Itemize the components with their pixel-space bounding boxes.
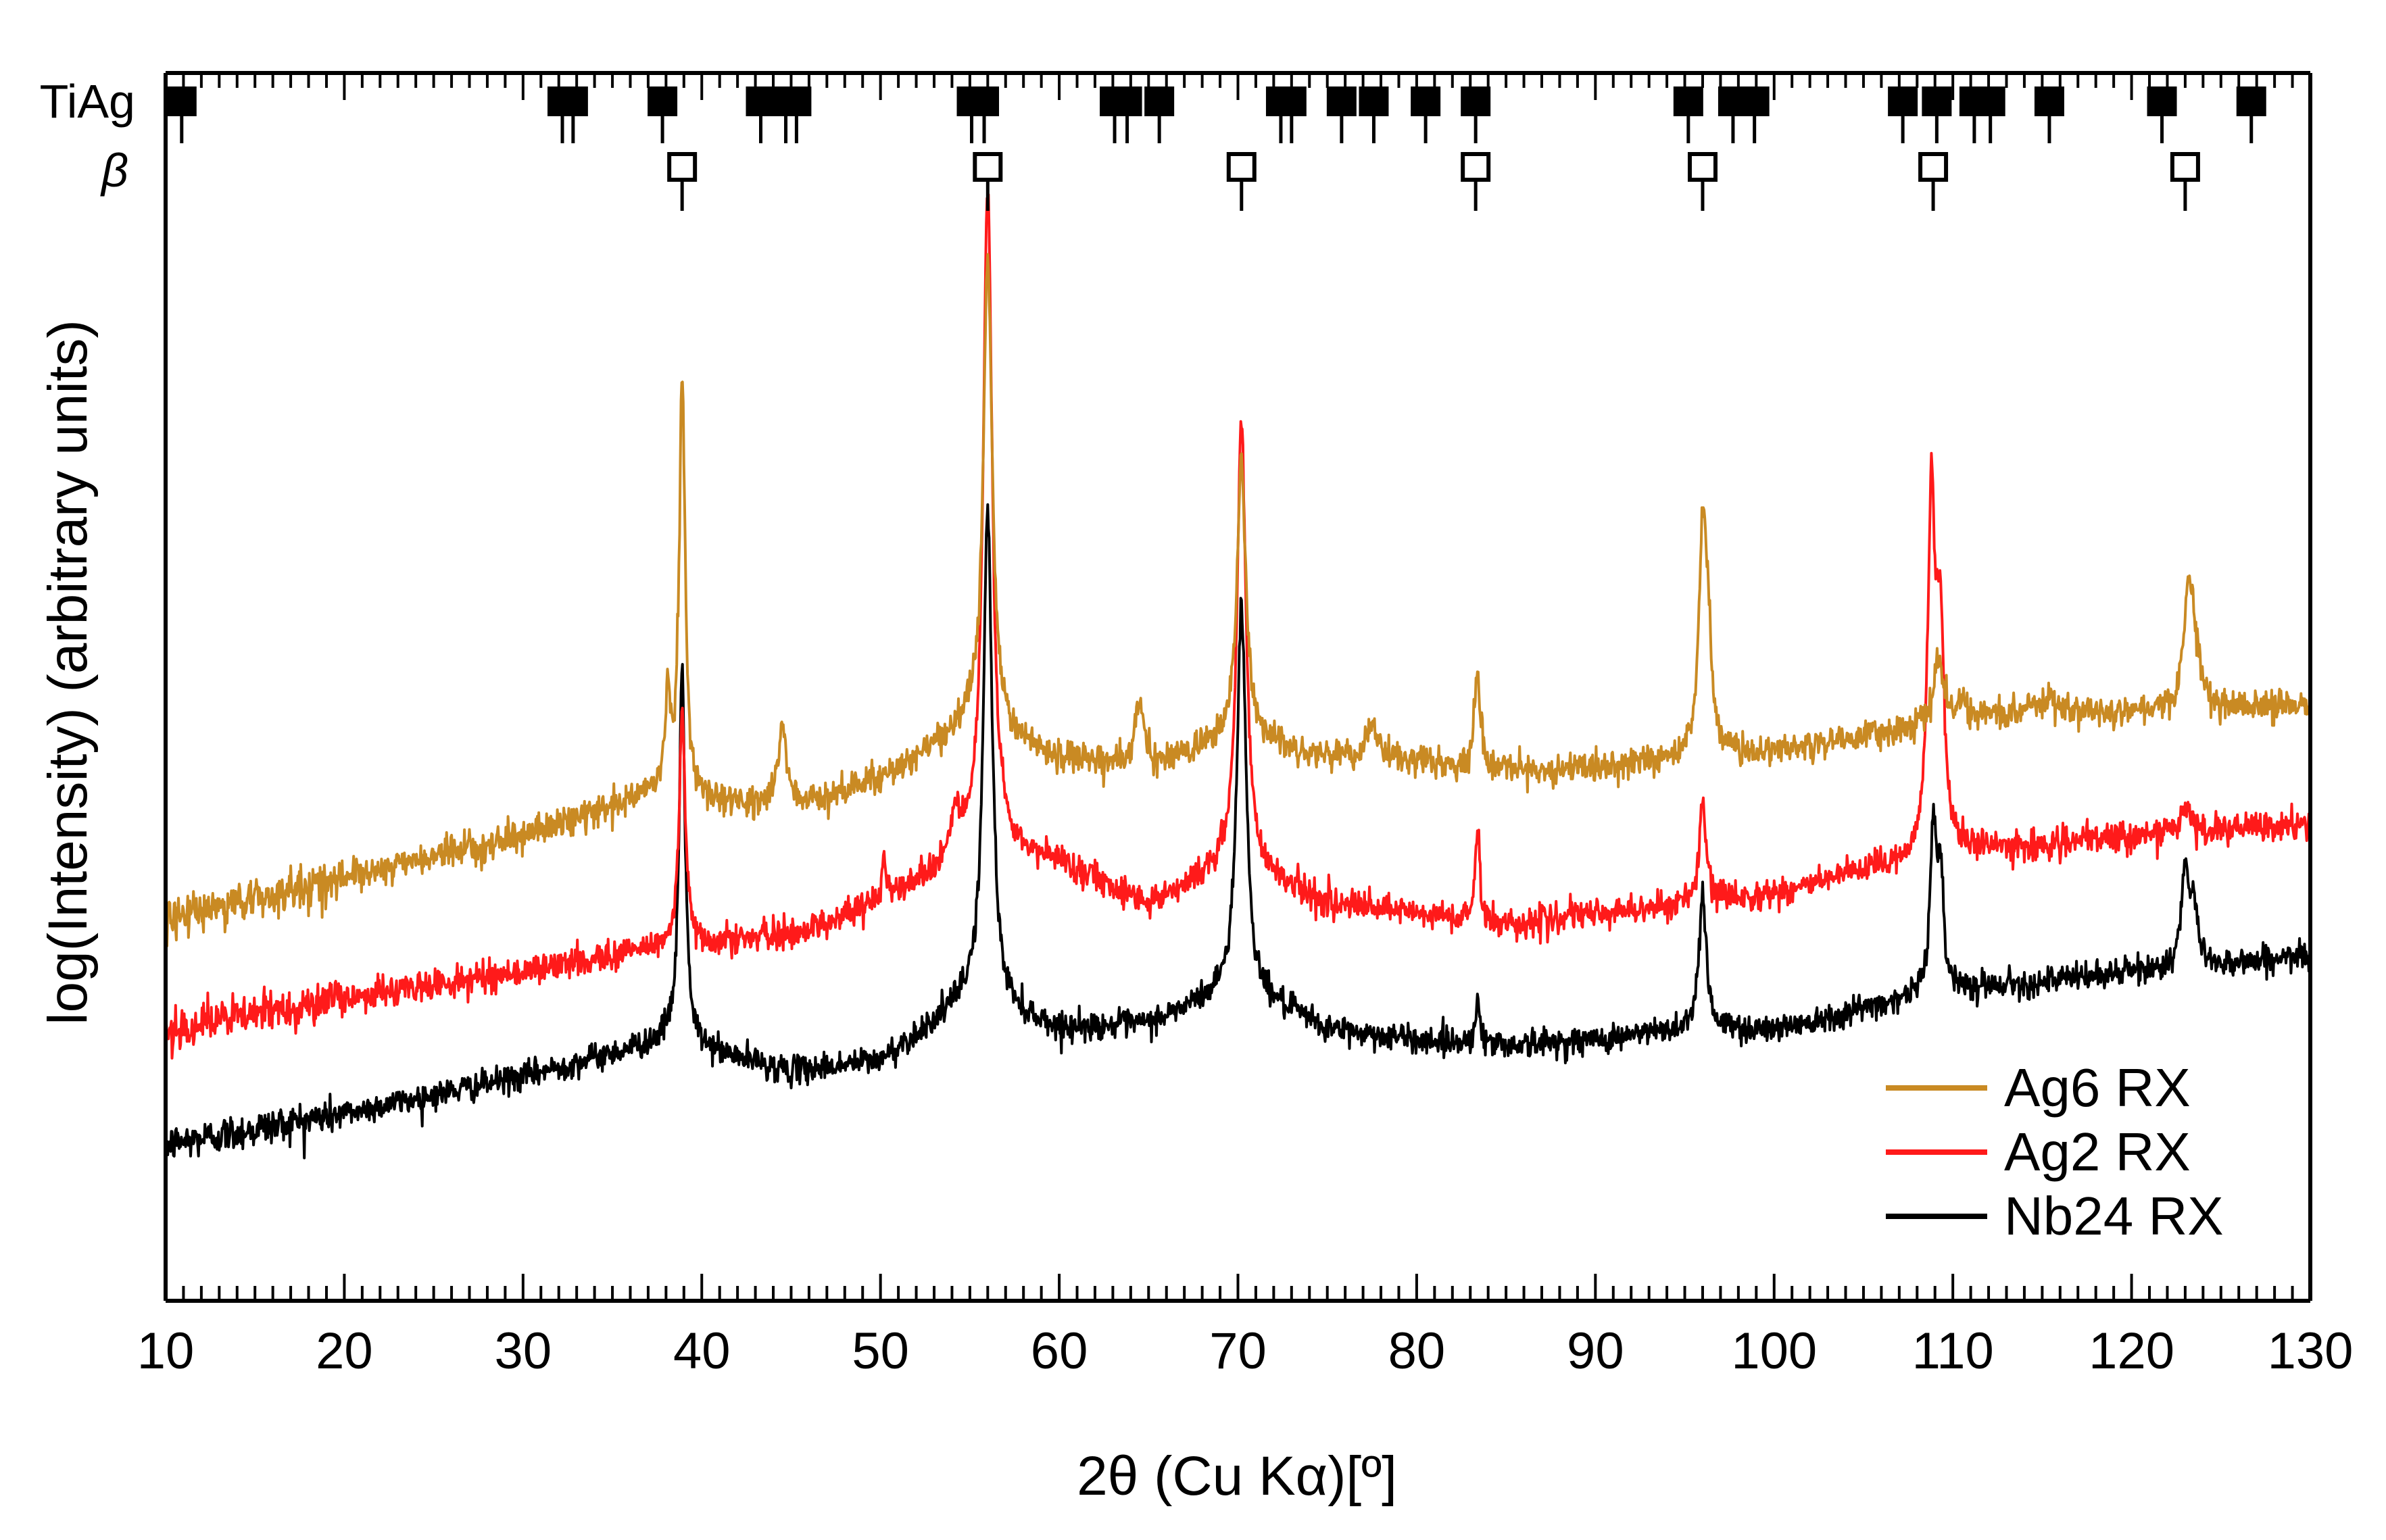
x-tick-label-70: 70: [1209, 1322, 1267, 1380]
x-tick-label-80: 80: [1388, 1322, 1446, 1380]
tiag-marker-24: [1975, 86, 2005, 116]
beta-marker-2: [1226, 152, 1257, 182]
tiag-marker-18: [1673, 86, 1703, 116]
tiag-marker-27: [2236, 86, 2266, 116]
tiag-marker-4: [746, 86, 776, 116]
x-axis-title: 2θ (Cu Kα)[º]: [1077, 1445, 1397, 1507]
series-line-ag6: [164, 253, 2312, 947]
legend-label-ag2: Ag2 RX: [2004, 1122, 2191, 1182]
tiag-marker-16: [1411, 86, 1441, 116]
x-tick-label-110: 110: [1912, 1322, 1994, 1380]
x-tick-label-130: 130: [2268, 1322, 2354, 1380]
beta-marker-5: [1918, 152, 1949, 182]
x-tick-label-20: 20: [316, 1322, 373, 1380]
x-tick-label-90: 90: [1567, 1322, 1624, 1380]
tiag-marker-0: [166, 86, 197, 116]
series-line-nb24: [164, 503, 2312, 1160]
beta-marker-1: [973, 152, 1003, 182]
tiag-marker-2: [558, 86, 588, 116]
series-layer: [164, 193, 2312, 1160]
ref-label-beta: β: [100, 144, 128, 197]
tiag-marker-22: [1922, 86, 1952, 116]
beta-marker-6: [2170, 152, 2200, 182]
tiag-marker-13: [1276, 86, 1307, 116]
tiag-marker-8: [969, 86, 1000, 116]
tiag-marker-11: [1144, 86, 1175, 116]
reference-markers: TiAg β: [40, 75, 2266, 211]
tiag-marker-14: [1326, 86, 1357, 116]
beta-marker-3: [1461, 152, 1491, 182]
x-tick-label-100: 100: [1731, 1322, 1817, 1380]
x-tick-label-40: 40: [673, 1322, 731, 1380]
ticks-layer: 10 20 30 40 50 60 70 80 90 100 110 120 130: [137, 73, 2354, 1380]
tiag-marker-21: [1888, 86, 1918, 116]
x-tick-label-30: 30: [495, 1322, 552, 1380]
legend: Ag6 RX Ag2 RX Nb24 RX: [1886, 1058, 2224, 1246]
tiag-marker-6: [781, 86, 812, 116]
tiag-marker-10: [1112, 86, 1142, 116]
beta-marker-4: [1687, 152, 1718, 182]
legend-label-ag6: Ag6 RX: [2004, 1058, 2191, 1118]
tiag-marker-26: [2147, 86, 2177, 116]
x-tick-label-120: 120: [2089, 1322, 2174, 1380]
beta-marker-0: [667, 152, 698, 182]
x-tick-label-50: 50: [852, 1322, 909, 1380]
ref-label-tiag: TiAg: [40, 75, 135, 128]
tiag-marker-17: [1461, 86, 1491, 116]
x-tick-label-60: 60: [1031, 1322, 1088, 1380]
series-line-ag2: [164, 193, 2312, 1060]
tiag-marker-25: [2034, 86, 2064, 116]
legend-label-nb24: Nb24 RX: [2004, 1186, 2224, 1246]
tiag-marker-3: [648, 86, 678, 116]
x-tick-label-10: 10: [137, 1322, 195, 1380]
y-axis-title: log(Intensity) (arbitrary units): [37, 320, 99, 1025]
tiag-marker-20: [1739, 86, 1770, 116]
tiag-marker-15: [1359, 86, 1389, 116]
